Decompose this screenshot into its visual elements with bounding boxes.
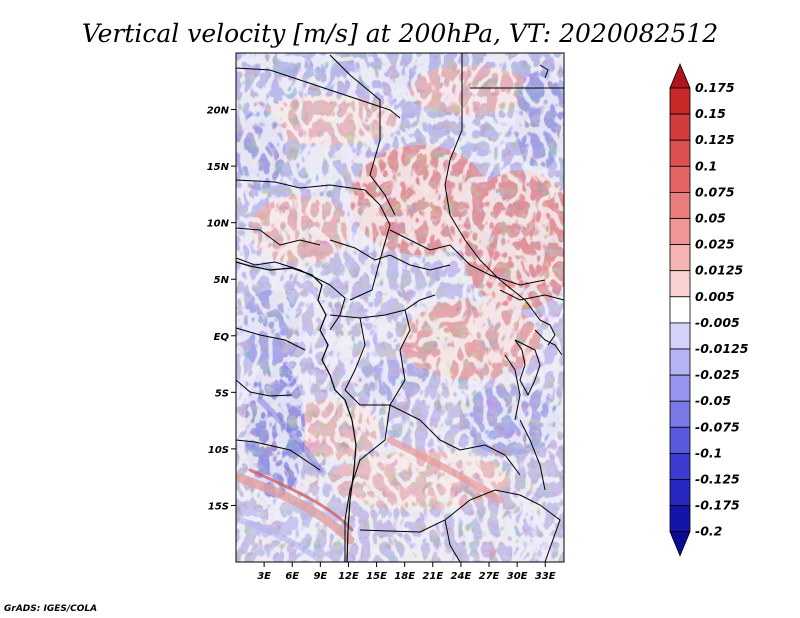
x-tick-label: 9E <box>313 571 327 582</box>
x-tick-label: 6E <box>285 571 299 582</box>
y-tick-label: 10N <box>207 219 230 230</box>
country-borders <box>236 53 564 562</box>
colorbar-swatch <box>669 191 691 219</box>
colorbar-top-triangle <box>669 62 691 89</box>
colorbar-label: -0.0125 <box>695 341 749 356</box>
colorbar-swatch <box>669 479 691 507</box>
x-tick-label: 12E <box>338 571 359 582</box>
y-tick-label: 15S <box>208 501 229 512</box>
colorbar: 0.175 0.15 0.125 0.1 0.075 0.05 0.025 0.0125 0.0… <box>669 62 749 557</box>
x-tick-label: 27E <box>479 571 500 582</box>
x-tick-label: 21E <box>422 571 443 582</box>
colorbar-label: 0.175 <box>695 80 735 95</box>
colorbar-label: -0.05 <box>695 393 731 408</box>
plot-frame <box>235 52 565 563</box>
y-tick-label: 15N <box>207 162 230 173</box>
colorbar-swatch <box>669 505 691 533</box>
field-texture-white <box>236 53 564 562</box>
coastline <box>236 261 357 562</box>
colorbar-swatch <box>669 139 691 167</box>
chart-title: Vertical velocity [m/s] at 200hPa, VT: 2… <box>82 19 718 48</box>
colorbar-swatch <box>669 244 691 272</box>
colorbar-label: 0.125 <box>695 132 735 147</box>
colorbar-label: -0.2 <box>695 524 722 539</box>
axis-ticks: 3E 6E 9E 12E 15E 18E 21E 24E 27E 30E 33E 20N 15N 10N 5… <box>207 106 556 582</box>
x-tick-label: 15E <box>366 571 387 582</box>
colorbar-swatch <box>669 218 691 246</box>
colorbar-label: 0.075 <box>695 184 735 199</box>
colorbar-swatch <box>669 322 691 350</box>
colorbar-swatch <box>669 296 691 324</box>
velocity-field <box>236 53 564 562</box>
colorbar-label: 0.025 <box>695 237 735 252</box>
colorbar-swatch <box>669 270 691 298</box>
colorbar-bottom-triangle <box>669 531 691 557</box>
y-tick-label: 5S <box>215 388 229 399</box>
colorbar-label: 0.05 <box>695 211 726 226</box>
colorbar-swatch <box>669 374 691 402</box>
colorbar-label: -0.005 <box>695 315 740 330</box>
y-tick-label: 10S <box>208 445 229 456</box>
colorbar-swatch <box>669 400 691 428</box>
y-tick-label: EQ <box>214 332 230 343</box>
colorbar-label: -0.175 <box>695 498 740 513</box>
colorbar-swatch <box>669 452 691 480</box>
colorbar-label: 0.15 <box>695 106 726 121</box>
colorbar-label: -0.1 <box>695 445 722 460</box>
colorbar-label: -0.075 <box>695 419 740 434</box>
colorbar-label: -0.125 <box>695 472 740 487</box>
y-tick-label: 20N <box>207 106 230 117</box>
colorbar-label: 0.0125 <box>695 263 744 278</box>
colorbar-label: 0.1 <box>695 158 717 173</box>
colorbar-swatch <box>669 348 691 376</box>
grads-credit: GrADS: IGES/COLA <box>4 604 98 614</box>
x-tick-label: 33E <box>535 571 556 582</box>
colorbar-swatch <box>669 426 691 454</box>
x-tick-label: 24E <box>451 571 472 582</box>
x-tick-label: 3E <box>257 571 271 582</box>
colorbar-label: 0.005 <box>695 289 735 304</box>
colorbar-label: -0.025 <box>695 367 740 382</box>
colorbar-swatch <box>669 165 691 193</box>
y-tick-label: 5N <box>214 275 230 286</box>
colorbar-swatch <box>669 113 691 141</box>
colorbar-swatch <box>669 87 691 115</box>
x-tick-label: 18E <box>394 571 415 582</box>
field-streaks <box>236 397 504 562</box>
x-tick-label: 30E <box>507 571 528 582</box>
